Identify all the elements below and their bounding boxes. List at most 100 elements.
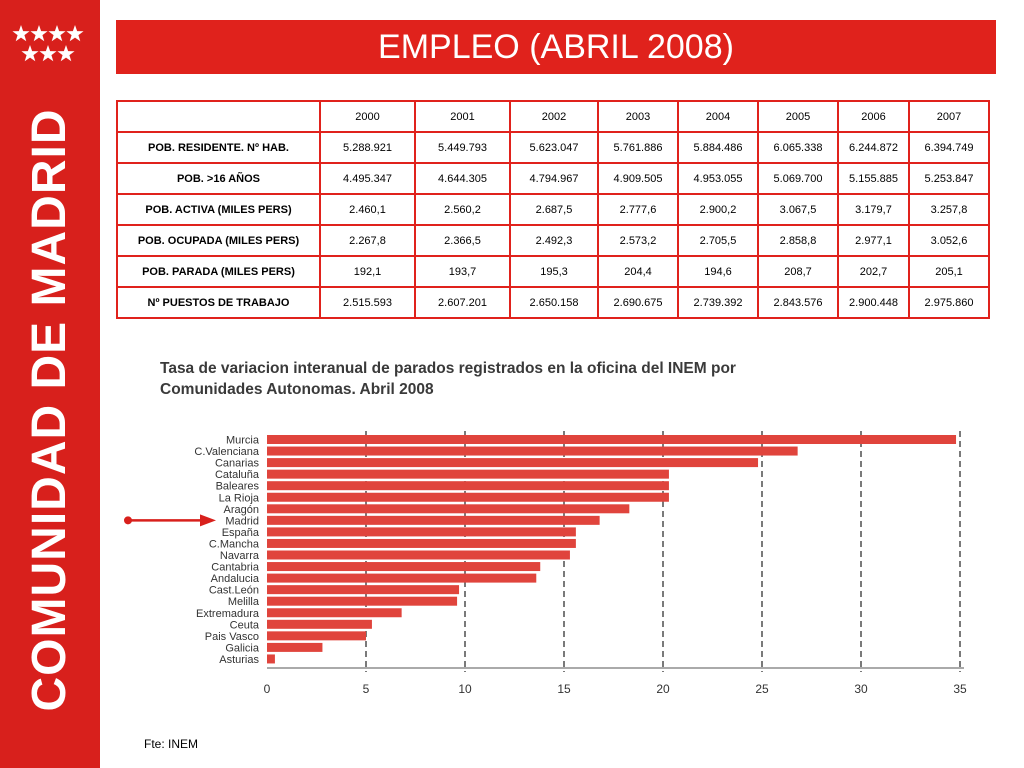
table-cell: 3.067,5 [757, 193, 839, 226]
column-header: 2000 [319, 100, 416, 133]
table-cell: 2.267,8 [319, 224, 416, 257]
logo-stars-icon [12, 25, 84, 62]
bar [267, 458, 759, 468]
source-note: Fte: INEM [144, 737, 199, 751]
bar [267, 573, 537, 583]
bar [267, 492, 669, 502]
table-cell: 2.843.576 [757, 286, 839, 319]
table-cell: 2.777,6 [597, 193, 679, 226]
table-cell: 204,4 [597, 255, 679, 288]
table-cell: 2.607.201 [414, 286, 511, 319]
table-cell: 5.253.847 [908, 162, 990, 195]
x-tick-label: 35 [953, 682, 967, 696]
table-cell: 4.953.055 [677, 162, 759, 195]
table-cell: 5.288.921 [319, 131, 416, 164]
table-cell: 4.794.967 [509, 162, 599, 195]
bar [267, 435, 957, 444]
column-header: 2004 [677, 100, 759, 133]
bar [267, 631, 366, 641]
column-header: 2003 [597, 100, 679, 133]
row-label: POB. >16 AÑOS [116, 162, 321, 195]
category-label: C.Mancha [209, 538, 260, 550]
category-label: C.Valenciana [194, 446, 259, 458]
table-cell: 5.449.793 [414, 131, 511, 164]
bar [267, 527, 576, 537]
column-header: 2002 [509, 100, 599, 133]
arrow-tail-dot-icon [124, 516, 132, 525]
x-tick-label: 15 [557, 682, 571, 696]
category-label: Cast.León [209, 585, 259, 597]
table-cell: 5.884.486 [677, 131, 759, 164]
column-header: 2006 [837, 100, 910, 133]
bar [267, 504, 630, 514]
column-header: 2007 [908, 100, 990, 133]
table-cell: 194,6 [677, 255, 759, 288]
x-tick-label: 20 [656, 682, 670, 696]
table-cell: 2.690.675 [597, 286, 679, 319]
table-cell: 2.515.593 [319, 286, 416, 319]
row-label: Nº PUESTOS DE TRABAJO [116, 286, 321, 319]
category-label: Galicia [225, 642, 260, 654]
bar [267, 654, 275, 664]
category-label: Ceuta [230, 619, 260, 631]
bar [267, 562, 541, 572]
category-label: La Rioja [219, 492, 260, 504]
table-cell: 3.052,6 [908, 224, 990, 257]
table-cell: 2.858,8 [757, 224, 839, 257]
x-tick-label: 30 [854, 682, 868, 696]
table-cell: 205,1 [908, 255, 990, 288]
table-cell: 193,7 [414, 255, 511, 288]
bar [267, 446, 798, 456]
x-tick-label: 0 [264, 682, 271, 696]
table-cell: 6.394.749 [908, 131, 990, 164]
table-cell: 2.460,1 [319, 193, 416, 226]
table-corner-cell [116, 100, 321, 133]
arrow-head-icon [200, 514, 216, 527]
category-label: Canarias [215, 458, 260, 470]
row-label: POB. OCUPADA (MILES PERS) [116, 224, 321, 257]
star-icon [57, 45, 75, 62]
sidebar: COMUNIDAD DE MADRID [0, 0, 100, 768]
table-cell: 5.155.885 [837, 162, 910, 195]
table-cell: 5.761.886 [597, 131, 679, 164]
table-cell: 3.179,7 [837, 193, 910, 226]
bar [267, 515, 600, 525]
table-cell: 2.560,2 [414, 193, 511, 226]
star-icon [30, 25, 48, 42]
bar [267, 608, 402, 618]
table-cell: 6.244.872 [837, 131, 910, 164]
bar [267, 642, 323, 652]
category-label: Asturias [219, 654, 259, 666]
employment-table: 2000 2001 2002 2003 2004 2005 2006 2007 … [116, 100, 990, 319]
row-label: POB. ACTIVA (MILES PERS) [116, 193, 321, 226]
bar [267, 596, 458, 606]
column-header: 2001 [414, 100, 511, 133]
table-cell: 5.069.700 [757, 162, 839, 195]
row-label: POB. PARADA (MILES PERS) [116, 255, 321, 288]
table-cell: 2.705,5 [677, 224, 759, 257]
category-label: Extremadura [196, 608, 260, 620]
star-icon [48, 25, 66, 42]
table-cell: 4.495.347 [319, 162, 416, 195]
page-title: EMPLEO (ABRIL 2008) [116, 20, 996, 74]
table-cell: 202,7 [837, 255, 910, 288]
star-icon [39, 45, 57, 62]
category-label: Navarra [220, 550, 260, 562]
table-row: POB. ACTIVA (MILES PERS) 2.460,1 2.560,2 2.… [116, 193, 990, 226]
table-header-row: 2000 2001 2002 2003 2004 2005 2006 2007 [116, 100, 990, 133]
category-label: Pais Vasco [205, 631, 259, 643]
table-cell: 2.573,2 [597, 224, 679, 257]
table-cell: 2.975.860 [908, 286, 990, 319]
category-label: Murcia [226, 435, 260, 447]
chart-title-line2: Comunidades Autonomas. Abril 2008 [160, 381, 434, 398]
bar [267, 585, 460, 595]
category-label: Baleares [216, 481, 260, 493]
table-cell: 2.650.158 [509, 286, 599, 319]
star-icon [12, 25, 30, 42]
table-row: POB. OCUPADA (MILES PERS) 2.267,8 2.366,5 2… [116, 224, 990, 257]
table-cell: 5.623.047 [509, 131, 599, 164]
category-label: Andalucia [211, 573, 260, 585]
table-cell: 2.977,1 [837, 224, 910, 257]
chart-title: Tasa de variacion interanual de parados … [160, 358, 860, 400]
chart-title-line1: Tasa de variacion interanual de parados … [160, 360, 736, 377]
